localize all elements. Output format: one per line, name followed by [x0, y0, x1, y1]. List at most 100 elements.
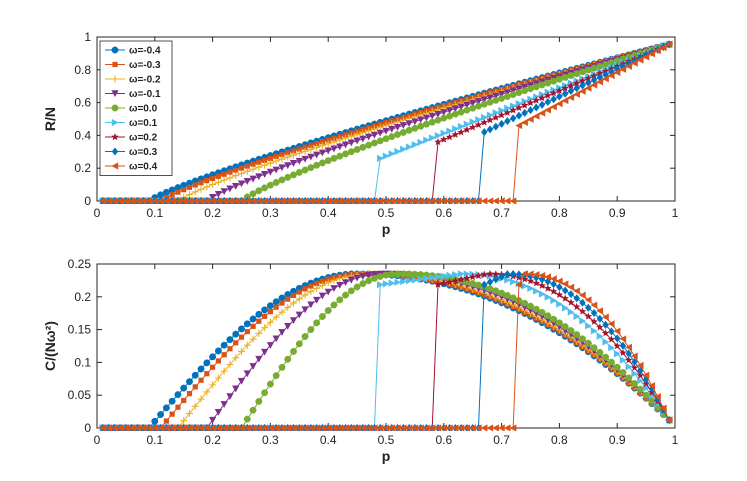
data-point — [434, 273, 442, 281]
y-tick-label: 0 — [84, 421, 91, 435]
data-point — [480, 197, 488, 204]
data-point — [509, 424, 517, 431]
data-point — [584, 339, 592, 347]
data-point — [445, 424, 453, 431]
data-point — [504, 117, 511, 126]
data-point — [220, 197, 228, 204]
data-point — [376, 137, 384, 145]
data-point — [503, 92, 511, 100]
data-point — [509, 91, 517, 98]
data-point — [613, 363, 621, 371]
data-point — [440, 109, 448, 116]
data-point — [313, 319, 321, 327]
data-point — [636, 385, 644, 393]
data-point — [572, 79, 581, 87]
data-point — [284, 424, 291, 431]
data-point — [382, 280, 390, 288]
data-point — [284, 197, 291, 204]
x-tick-label: 0.6 — [435, 206, 452, 220]
data-point — [272, 197, 280, 204]
data-point — [521, 108, 528, 117]
data-point — [590, 309, 598, 318]
data-point — [579, 81, 586, 90]
data-point — [330, 277, 338, 285]
data-point — [261, 184, 269, 192]
data-point — [237, 180, 246, 188]
data-point — [567, 283, 575, 291]
data-point — [227, 169, 233, 175]
data-point — [324, 197, 332, 204]
data-point — [480, 96, 488, 104]
data-point — [376, 424, 384, 431]
data-point — [567, 308, 575, 316]
y-tick-label: 1 — [84, 30, 91, 44]
data-point — [521, 118, 528, 127]
legend: ω=-0.4 ω=-0.3 ω=-0.2 ω=-0.1 ω=0.0 ω=0.1 ω=0.2 ω… — [99, 40, 173, 176]
data-point — [278, 176, 286, 184]
data-point — [648, 50, 656, 58]
data-point — [318, 424, 326, 431]
data-point — [319, 278, 326, 284]
data-point — [214, 408, 222, 416]
data-point — [509, 269, 517, 278]
data-point — [619, 348, 627, 357]
data-point — [572, 302, 581, 311]
data-point — [567, 327, 575, 334]
data-point — [388, 197, 395, 204]
data-point — [555, 100, 563, 108]
x-tick-label: 0.8 — [551, 206, 568, 220]
data-point — [365, 277, 373, 285]
data-point — [532, 270, 540, 279]
data-point — [468, 273, 477, 281]
data-point — [451, 105, 459, 113]
data-point — [249, 335, 257, 343]
data-point — [214, 424, 222, 431]
data-point — [469, 424, 476, 431]
y-tick-label: 0.15 — [68, 323, 92, 337]
data-point — [313, 296, 321, 304]
data-point — [596, 69, 604, 77]
data-point — [174, 391, 182, 399]
data-point — [642, 375, 650, 384]
data-point — [347, 424, 355, 431]
data-point — [347, 197, 355, 204]
data-point — [636, 371, 645, 379]
data-point — [203, 359, 211, 367]
data-point — [198, 377, 204, 383]
data-point — [301, 424, 309, 431]
data-point — [550, 296, 558, 305]
data-point — [590, 317, 598, 325]
data-point — [630, 363, 639, 371]
y-tick-label: 0.8 — [74, 63, 91, 77]
data-point — [578, 76, 587, 85]
data-point — [249, 190, 257, 198]
data-point — [278, 164, 286, 172]
data-point — [509, 87, 517, 95]
data-point — [249, 363, 257, 370]
data-point — [527, 95, 535, 103]
data-point — [463, 101, 471, 109]
data-point — [156, 424, 164, 431]
data-point — [446, 127, 454, 135]
data-point — [203, 388, 211, 396]
data-point — [243, 424, 251, 431]
data-point — [417, 424, 424, 431]
data-point — [336, 296, 344, 304]
data-point — [515, 270, 523, 279]
x-tick-label: 0.2 — [204, 206, 221, 220]
x-tick-label: 0.5 — [378, 206, 395, 220]
data-point — [463, 120, 471, 128]
plot-r-over-n: 0 0.1 0.2 0.3 0.4 0.5 0.6 0.7 0.8 0.9 1 0 0.2 0.4 0.6 0… — [42, 30, 679, 237]
data-point — [428, 112, 436, 120]
data-point — [573, 90, 580, 98]
data-point — [301, 291, 309, 299]
data-point — [503, 89, 511, 97]
y-tick-label: 0 — [84, 194, 91, 208]
data-point — [289, 160, 298, 167]
data-point — [243, 167, 251, 175]
data-point — [186, 390, 193, 397]
data-point — [197, 424, 205, 431]
data-point — [400, 277, 407, 286]
data-point — [590, 327, 598, 335]
data-point — [659, 43, 667, 52]
